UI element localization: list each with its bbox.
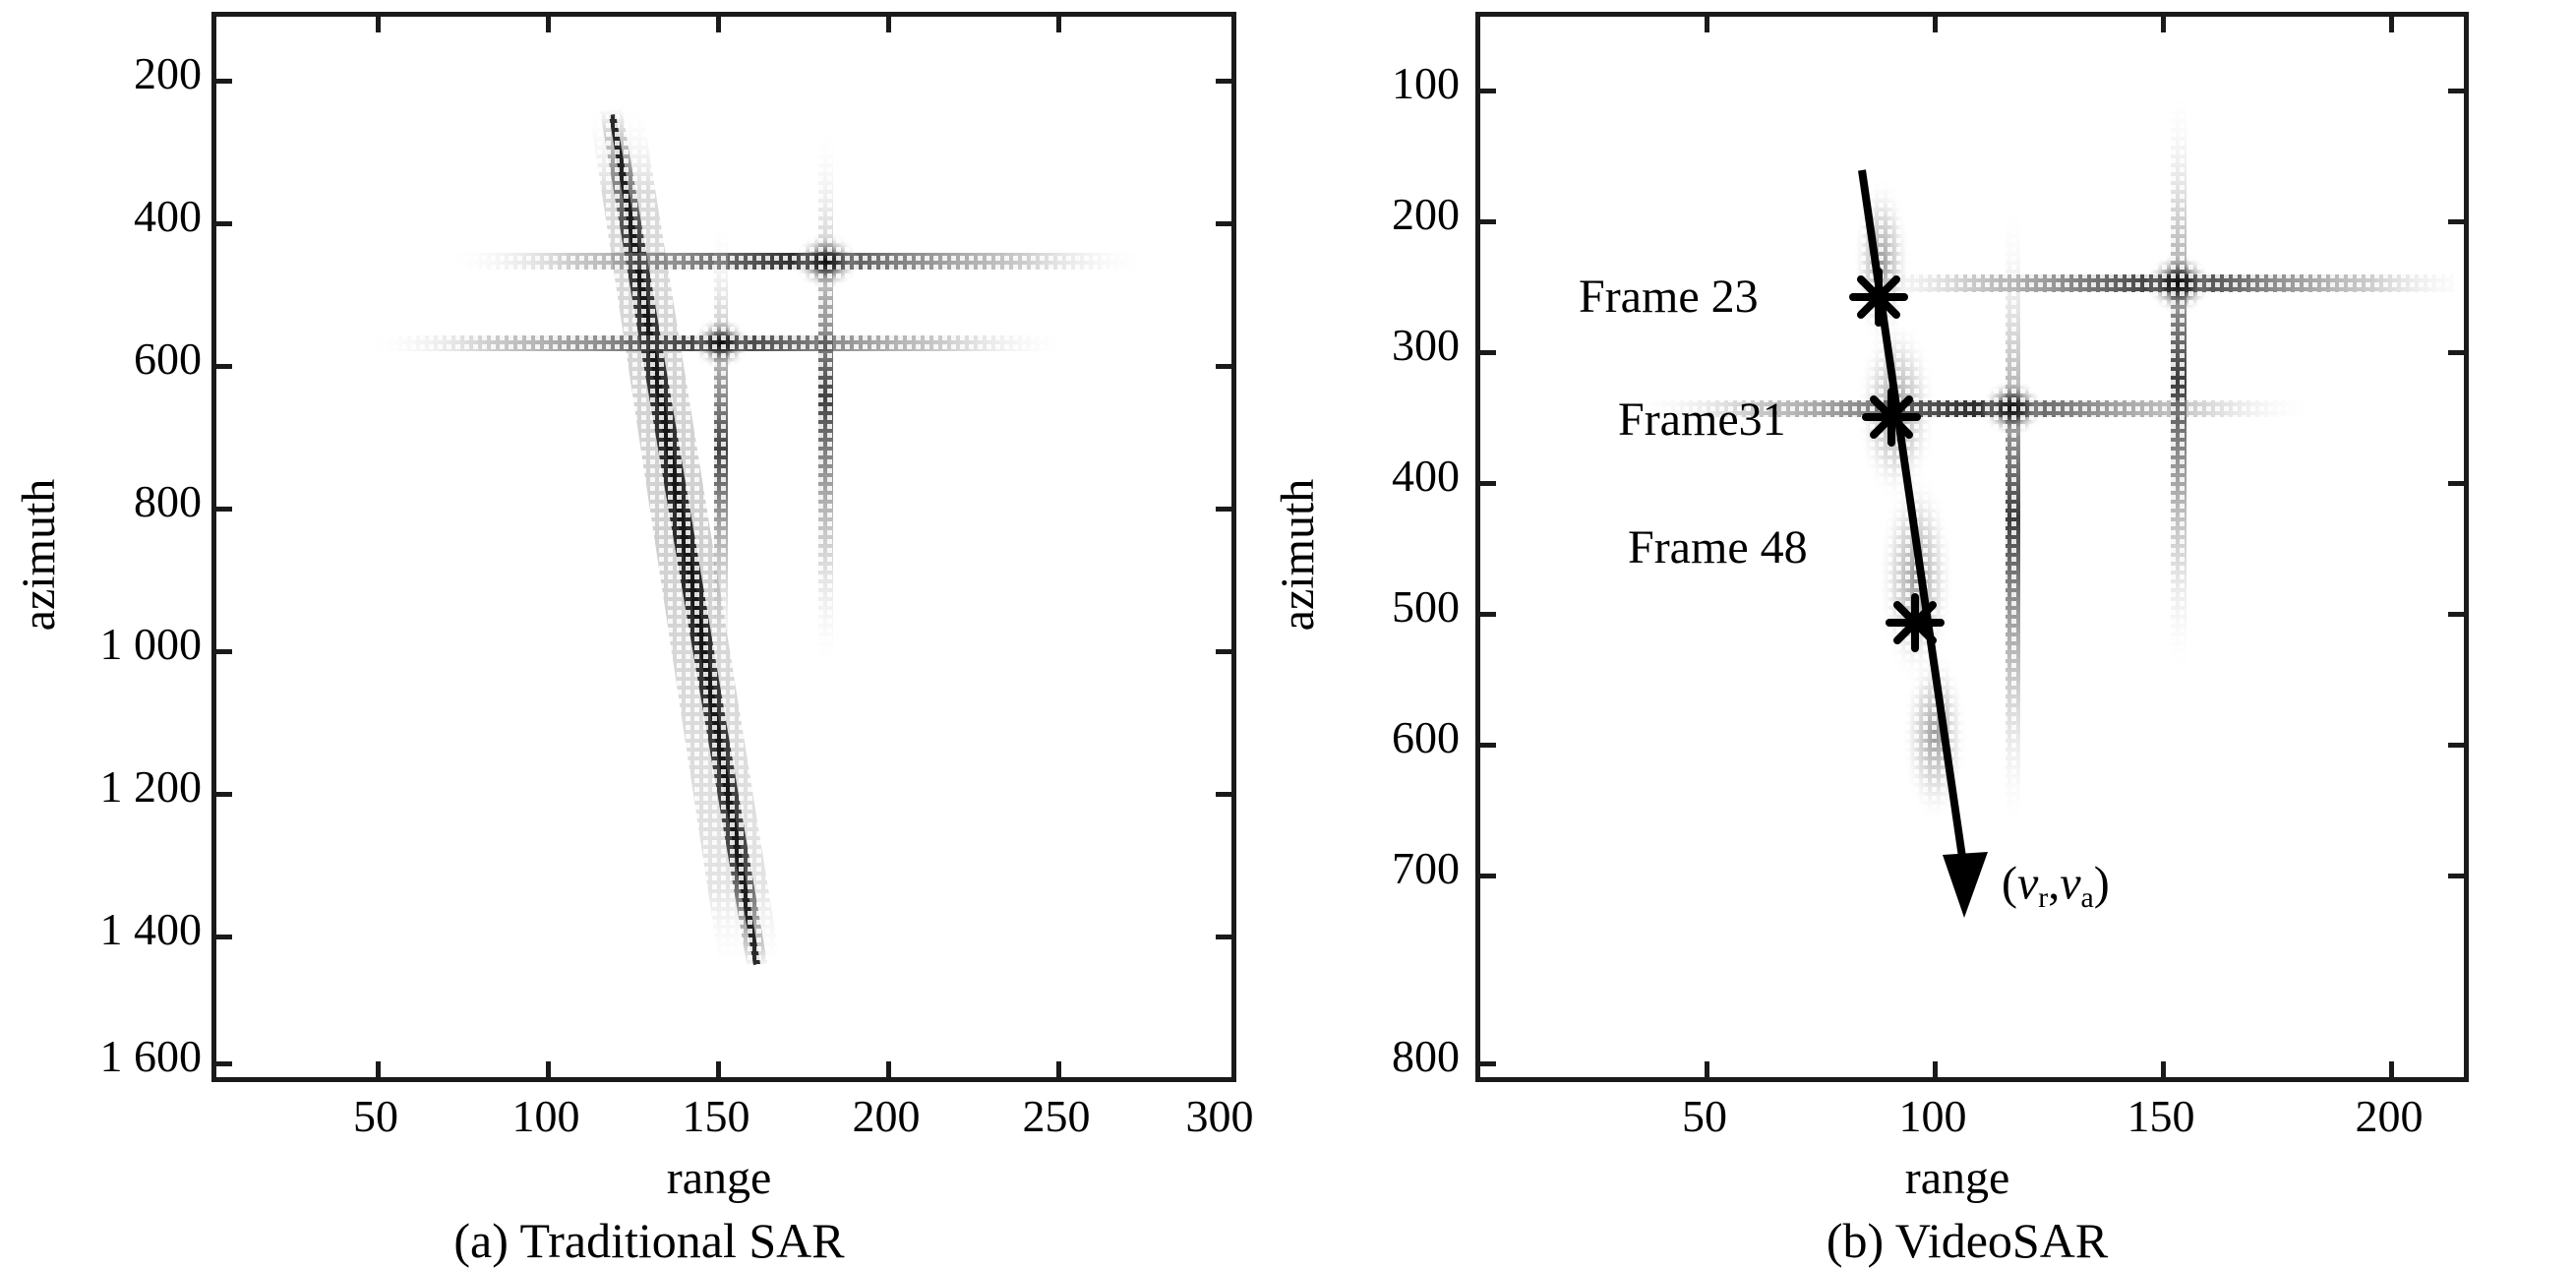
xtick-label-b-2: 150	[2127, 1091, 2195, 1141]
ytick-b-0	[1480, 89, 1496, 93]
panel-traditional-sar: 200 400 600 800 1 000 1 200 1 400 1 600 …	[0, 0, 1288, 1265]
ytick-label-a-4: 1 000	[99, 619, 203, 669]
ytick-b-1	[1480, 219, 1496, 224]
velocity-v-azimuth: v	[2060, 857, 2081, 910]
xtick-a-t0	[376, 17, 381, 32]
xtick-a-t3	[886, 17, 891, 32]
ytick-a-r4	[1216, 649, 1231, 654]
xtick-b-t0	[1705, 17, 1709, 32]
xtick-a-2	[716, 1061, 721, 1077]
ytick-a-5	[216, 792, 232, 797]
ytick-label-a-5: 1 200	[99, 761, 203, 812]
xtick-label-a-5: 300	[1185, 1091, 1254, 1141]
panel-videosar: Frame 23 Frame31 Frame 48 (vr,va) 100 20…	[1272, 0, 2576, 1265]
velocity-sub-range: r	[2038, 880, 2049, 914]
ytick-b-r4	[2448, 612, 2464, 617]
ytick-a-r3	[1216, 507, 1231, 512]
xtick-b-3	[2389, 1061, 2394, 1077]
sar-image-traditional	[216, 17, 1222, 1067]
ytick-label-b-7: 800	[1392, 1031, 1460, 1081]
ytick-a-r1	[1216, 221, 1231, 226]
velocity-paren-close: )	[2093, 857, 2110, 910]
ytick-b-3	[1480, 481, 1496, 486]
ytick-label-b-0: 100	[1392, 58, 1460, 108]
ytick-b-6	[1480, 874, 1496, 878]
xtick-label-a-4: 250	[1022, 1091, 1091, 1141]
frame-label-48: Frame 48	[1628, 521, 1808, 574]
caption-a: (a) Traditional SAR	[453, 1213, 845, 1268]
ytick-label-a-6: 1 400	[99, 904, 203, 954]
xtick-b-t1	[1933, 17, 1938, 32]
ytick-b-r2	[2448, 350, 2464, 355]
ytick-label-a-3: 800	[134, 476, 202, 526]
xtick-a-1	[546, 1061, 551, 1077]
ytick-label-b-2: 300	[1392, 320, 1460, 370]
xtick-a-0	[376, 1061, 381, 1077]
xtick-b-t3	[2389, 17, 2394, 32]
x-axis-title-a: range	[666, 1152, 772, 1204]
frame-label-31: Frame31	[1618, 393, 1786, 446]
xtick-a-3	[886, 1061, 891, 1077]
y-axis-title-a: azimuth	[13, 478, 65, 632]
y-axis-title-b: azimuth	[1272, 478, 1324, 632]
ytick-a-3	[216, 507, 232, 512]
xtick-label-b-1: 100	[1898, 1091, 1967, 1141]
xtick-a-t4	[1056, 17, 1061, 32]
velocity-sub-azimuth: a	[2080, 880, 2094, 914]
ytick-label-b-4: 500	[1392, 581, 1460, 632]
xtick-a-t1	[546, 17, 551, 32]
sar-image-videosar	[1480, 17, 2454, 1067]
plot-area-traditional-sar	[211, 12, 1236, 1082]
ytick-b-2	[1480, 350, 1496, 355]
plot-area-videosar: Frame 23 Frame31 Frame 48 (vr,va)	[1475, 12, 2469, 1082]
ytick-label-a-2: 600	[134, 333, 202, 384]
ytick-b-r0	[2448, 89, 2464, 93]
ytick-b-5	[1480, 743, 1496, 748]
ytick-b-r3	[2448, 481, 2464, 486]
xtick-b-2	[2161, 1061, 2166, 1077]
ytick-a-0	[216, 79, 232, 84]
ytick-a-1	[216, 221, 232, 226]
xtick-label-a-1: 100	[511, 1091, 580, 1141]
ytick-a-4	[216, 649, 232, 654]
velocity-vector-label: (vr,va)	[2002, 860, 2110, 912]
ytick-b-r6	[2448, 874, 2464, 878]
ytick-label-a-0: 200	[134, 48, 202, 98]
xtick-b-0	[1705, 1061, 1709, 1077]
xtick-label-b-3: 200	[2355, 1091, 2424, 1141]
ytick-label-a-1: 400	[134, 191, 202, 241]
xtick-label-a-3: 200	[852, 1091, 921, 1141]
ytick-a-r6	[1216, 935, 1231, 939]
ytick-b-4	[1480, 612, 1496, 617]
ytick-label-a-7: 1 600	[99, 1031, 203, 1081]
ytick-label-b-1: 200	[1392, 189, 1460, 239]
ytick-b-7	[1480, 1061, 1496, 1066]
xtick-a-4	[1056, 1061, 1061, 1077]
velocity-paren-open: (	[2002, 857, 2017, 910]
ytick-label-b-5: 600	[1392, 712, 1460, 762]
xtick-b-t2	[2161, 17, 2166, 32]
ytick-a-6	[216, 935, 232, 939]
ytick-label-b-3: 400	[1392, 451, 1460, 501]
x-axis-title-b: range	[1904, 1152, 2010, 1204]
velocity-v-range: v	[2016, 857, 2039, 910]
caption-b: (b) VideoSAR	[1826, 1213, 2109, 1268]
frame-label-23: Frame 23	[1579, 271, 1759, 323]
xtick-label-b-0: 50	[1682, 1091, 1727, 1141]
ytick-a-r5	[1216, 792, 1231, 797]
ytick-b-r5	[2448, 743, 2464, 748]
xtick-a-t2	[716, 17, 721, 32]
xtick-label-a-0: 50	[353, 1091, 398, 1141]
velocity-comma: ,	[2048, 857, 2061, 910]
frame-markers	[1849, 268, 1945, 652]
ytick-a-r2	[1216, 364, 1231, 369]
xtick-label-a-2: 150	[682, 1091, 750, 1141]
ytick-a-2	[216, 364, 232, 369]
ytick-b-r1	[2448, 219, 2464, 224]
xtick-b-1	[1933, 1061, 1938, 1077]
ytick-a-7	[216, 1061, 232, 1066]
ytick-a-r0	[1216, 79, 1231, 84]
ytick-label-b-6: 700	[1392, 843, 1460, 893]
